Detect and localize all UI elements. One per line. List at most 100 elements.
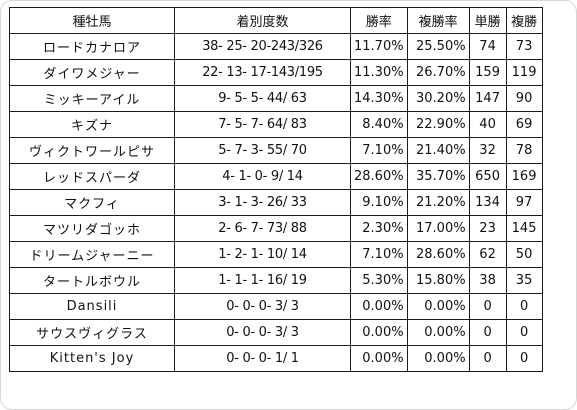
- win-rate-cell: 2.30%: [350, 215, 408, 242]
- table-row: ロードカナロア 38- 25- 20-243/326 11.70% 25.50% 74 7…: [9, 33, 543, 60]
- record-cell: 5- 7- 3- 55/ 70: [174, 137, 351, 164]
- place-rate-cell: 17.00%: [406, 215, 470, 242]
- table-row: ダイワメジャー 22- 13- 17-143/195 11.30% 26.70% 159…: [9, 59, 543, 86]
- place-rate-cell: 0.00%: [406, 319, 470, 346]
- win-return-cell: 650: [468, 163, 507, 190]
- table-row: ミッキーアイル 9- 5- 5- 44/ 63 14.30% 30.20% 147 90: [9, 85, 543, 112]
- header-win-return: 単勝: [468, 7, 507, 34]
- table-row: タートルボウル 1- 1- 1- 16/ 19 5.30% 15.80% 38 35: [9, 267, 543, 294]
- place-rate-cell: 21.40%: [406, 137, 470, 164]
- place-rate-cell: 0.00%: [406, 293, 470, 320]
- header-sire: 種牡馬: [9, 7, 175, 34]
- header-place-return: 複勝: [505, 7, 543, 34]
- win-rate-cell: 5.30%: [350, 267, 408, 294]
- win-return-cell: 134: [468, 189, 507, 216]
- place-return-cell: 90: [505, 85, 543, 112]
- record-cell: 2- 6- 7- 73/ 88: [174, 215, 351, 242]
- table-row: レッドスパーダ 4- 1- 0- 9/ 14 28.60% 35.70% 650 169: [9, 163, 543, 190]
- place-return-cell: 0: [505, 293, 543, 320]
- record-cell: 9- 5- 5- 44/ 63: [174, 85, 351, 112]
- place-rate-cell: 21.20%: [406, 189, 470, 216]
- win-rate-cell: 0.00%: [350, 345, 408, 372]
- header-record: 着別度数: [174, 7, 351, 34]
- sire-name-cell: Dansili: [9, 293, 175, 320]
- place-return-cell: 119: [505, 59, 543, 86]
- win-rate-cell: 7.10%: [350, 137, 408, 164]
- sire-name-cell: キズナ: [9, 111, 175, 138]
- table-row: Kitten's Joy 0- 0- 0- 1/ 1 0.00% 0.00% 0 0: [9, 345, 543, 372]
- win-rate-cell: 14.30%: [350, 85, 408, 112]
- win-return-cell: 74: [468, 33, 507, 60]
- record-cell: 4- 1- 0- 9/ 14: [174, 163, 351, 190]
- record-cell: 1- 1- 1- 16/ 19: [174, 267, 351, 294]
- header-row: 種牡馬 着別度数 勝率 複勝率 単勝 複勝: [9, 7, 543, 34]
- place-return-cell: 97: [505, 189, 543, 216]
- win-return-cell: 0: [468, 293, 507, 320]
- win-return-cell: 62: [468, 241, 507, 268]
- sire-stats-table: 種牡馬 着別度数 勝率 複勝率 単勝 複勝 ロードカナロア 38- 25- 20-…: [9, 7, 543, 372]
- win-return-cell: 0: [468, 319, 507, 346]
- table-row: マクフィ 3- 1- 3- 26/ 33 9.10% 21.20% 134 97: [9, 189, 543, 216]
- header-place-rate: 複勝率: [406, 7, 470, 34]
- place-return-cell: 169: [505, 163, 543, 190]
- place-return-cell: 0: [505, 319, 543, 346]
- record-cell: 7- 5- 7- 64/ 83: [174, 111, 351, 138]
- record-cell: 1- 2- 1- 10/ 14: [174, 241, 351, 268]
- win-rate-cell: 9.10%: [350, 189, 408, 216]
- table-row: キズナ 7- 5- 7- 64/ 83 8.40% 22.90% 40 69: [9, 111, 543, 138]
- place-return-cell: 78: [505, 137, 543, 164]
- table-row: サウスヴィグラス 0- 0- 0- 3/ 3 0.00% 0.00% 0 0: [9, 319, 543, 346]
- place-return-cell: 35: [505, 267, 543, 294]
- win-rate-cell: 8.40%: [350, 111, 408, 138]
- win-rate-cell: 7.10%: [350, 241, 408, 268]
- place-return-cell: 69: [505, 111, 543, 138]
- place-rate-cell: 35.70%: [406, 163, 470, 190]
- record-cell: 22- 13- 17-143/195: [174, 59, 351, 86]
- sire-name-cell: マクフィ: [9, 189, 175, 216]
- win-return-cell: 38: [468, 267, 507, 294]
- sire-name-cell: サウスヴィグラス: [9, 319, 175, 346]
- win-return-cell: 159: [468, 59, 507, 86]
- win-rate-cell: 11.30%: [350, 59, 408, 86]
- place-rate-cell: 15.80%: [406, 267, 470, 294]
- sire-name-cell: ロードカナロア: [9, 33, 175, 60]
- win-return-cell: 40: [468, 111, 507, 138]
- win-rate-cell: 11.70%: [350, 33, 408, 60]
- sire-name-cell: タートルボウル: [9, 267, 175, 294]
- record-cell: 38- 25- 20-243/326: [174, 33, 351, 60]
- sire-name-cell: ヴィクトワールピサ: [9, 137, 175, 164]
- table-row: ヴィクトワールピサ 5- 7- 3- 55/ 70 7.10% 21.40% 32 78: [9, 137, 543, 164]
- place-rate-cell: 26.70%: [406, 59, 470, 86]
- win-return-cell: 0: [468, 345, 507, 372]
- record-cell: 0- 0- 0- 1/ 1: [174, 345, 351, 372]
- place-return-cell: 145: [505, 215, 543, 242]
- record-cell: 0- 0- 0- 3/ 3: [174, 293, 351, 320]
- place-return-cell: 50: [505, 241, 543, 268]
- win-return-cell: 23: [468, 215, 507, 242]
- win-return-cell: 32: [468, 137, 507, 164]
- sire-name-cell: レッドスパーダ: [9, 163, 175, 190]
- place-return-cell: 0: [505, 345, 543, 372]
- place-return-cell: 73: [505, 33, 543, 60]
- table-row: ドリームジャーニー 1- 2- 1- 10/ 14 7.10% 28.60% 62 50: [9, 241, 543, 268]
- place-rate-cell: 0.00%: [406, 345, 470, 372]
- sire-name-cell: Kitten's Joy: [9, 345, 175, 372]
- win-rate-cell: 0.00%: [350, 293, 408, 320]
- place-rate-cell: 25.50%: [406, 33, 470, 60]
- record-cell: 0- 0- 0- 3/ 3: [174, 319, 351, 346]
- place-rate-cell: 28.60%: [406, 241, 470, 268]
- header-win-rate: 勝率: [350, 7, 408, 34]
- table-row: マツリダゴッホ 2- 6- 7- 73/ 88 2.30% 17.00% 23 145: [9, 215, 543, 242]
- record-cell: 3- 1- 3- 26/ 33: [174, 189, 351, 216]
- place-rate-cell: 30.20%: [406, 85, 470, 112]
- win-rate-cell: 0.00%: [350, 319, 408, 346]
- sire-name-cell: マツリダゴッホ: [9, 215, 175, 242]
- place-rate-cell: 22.90%: [406, 111, 470, 138]
- table-row: Dansili 0- 0- 0- 3/ 3 0.00% 0.00% 0 0: [9, 293, 543, 320]
- win-rate-cell: 28.60%: [350, 163, 408, 190]
- win-return-cell: 147: [468, 85, 507, 112]
- sire-name-cell: ドリームジャーニー: [9, 241, 175, 268]
- sire-name-cell: ミッキーアイル: [9, 85, 175, 112]
- sire-name-cell: ダイワメジャー: [9, 59, 175, 86]
